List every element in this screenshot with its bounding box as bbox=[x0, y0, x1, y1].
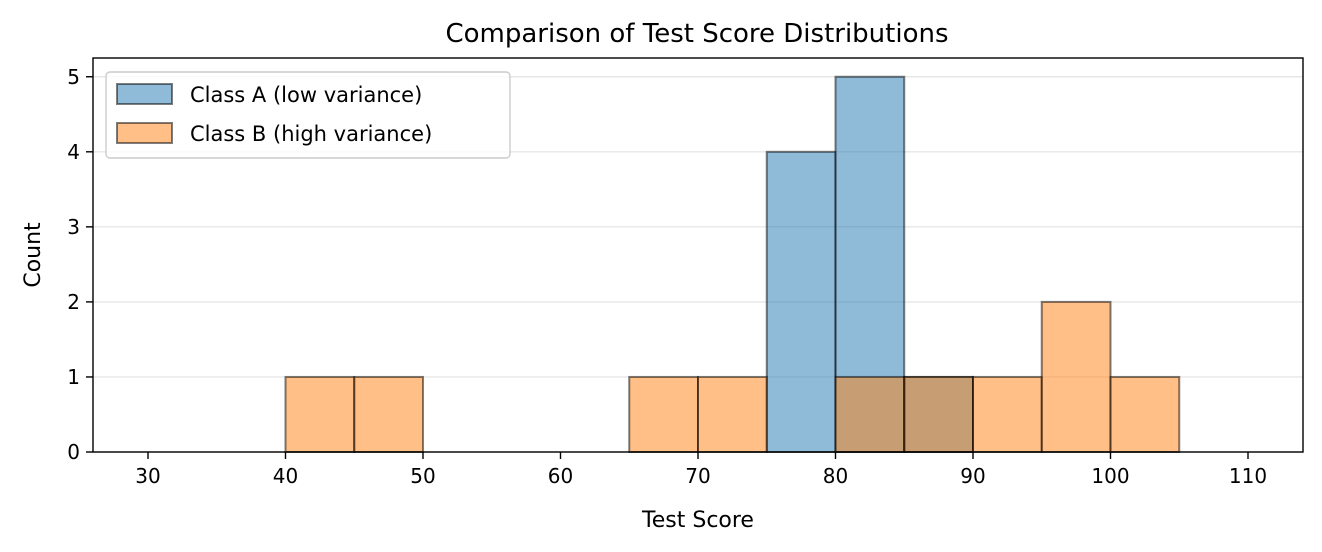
x-tick-label: 90 bbox=[960, 464, 985, 488]
x-tick-label: 40 bbox=[273, 464, 298, 488]
y-tick-label: 4 bbox=[67, 140, 80, 164]
x-tick-label: 80 bbox=[823, 464, 848, 488]
legend-label: Class A (low variance) bbox=[190, 83, 422, 107]
x-axis-label: Test Score bbox=[641, 508, 754, 533]
y-tick-label: 5 bbox=[67, 65, 80, 89]
histogram-bar-series-2 bbox=[903, 375, 974, 454]
histogram-bar-series-2 bbox=[834, 375, 906, 454]
x-tick-label: 50 bbox=[410, 464, 435, 488]
x-tick-label: 70 bbox=[685, 464, 710, 488]
histogram-bar-series-2 bbox=[284, 375, 356, 454]
y-tick-label: 0 bbox=[67, 440, 80, 464]
histogram-bar-series-2 bbox=[972, 375, 1043, 454]
x-tick-label: 60 bbox=[548, 464, 573, 488]
histogram-bar-series-1 bbox=[765, 150, 837, 454]
y-tick-label: 2 bbox=[67, 290, 80, 314]
histogram-bar-series-2 bbox=[1109, 375, 1181, 454]
legend: Class A (low variance) Class B (high vari… bbox=[105, 71, 511, 159]
legend-swatch bbox=[116, 122, 173, 144]
histogram-bar-series-2 bbox=[1040, 300, 1112, 453]
x-tick-label: 100 bbox=[1091, 464, 1129, 488]
chart-title: Comparison of Test Score Distributions bbox=[445, 19, 948, 49]
y-axis-label: Count bbox=[21, 222, 46, 288]
legend-box bbox=[105, 71, 511, 159]
x-tick-label: 110 bbox=[1229, 464, 1267, 488]
y-tick-label: 3 bbox=[67, 215, 80, 239]
x-tick-label: 30 bbox=[135, 464, 160, 488]
histogram-bar-series-2 bbox=[697, 375, 768, 454]
y-tick-label: 1 bbox=[67, 365, 80, 389]
histogram-bar-series-2 bbox=[628, 375, 699, 454]
histogram-bar-series-2 bbox=[353, 375, 424, 454]
axis-ticks: 30 40 50 60 70 80 90 100 110 0 1 2 3 4 5 bbox=[67, 65, 1267, 488]
histogram-bars bbox=[284, 75, 1181, 454]
legend-label: Class B (high variance) bbox=[190, 122, 432, 146]
legend-swatch bbox=[116, 83, 173, 105]
